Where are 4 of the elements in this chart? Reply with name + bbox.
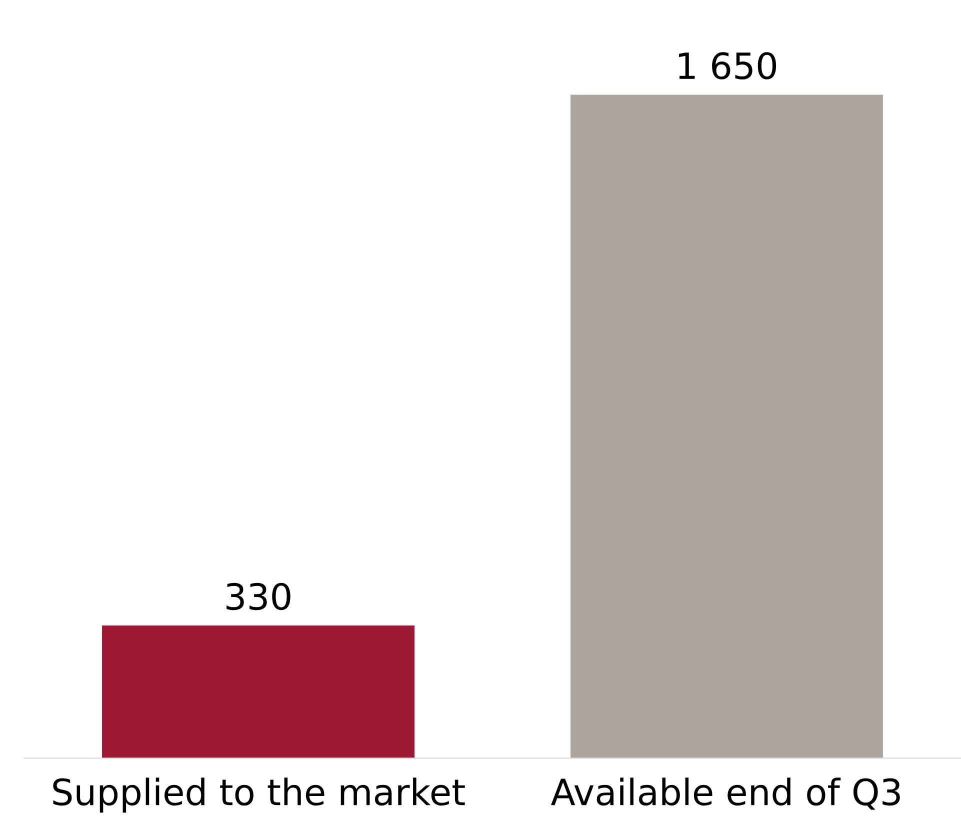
x-tick-label: Supplied to the market [53, 778, 465, 813]
x-tick-label: Available end of Q3 [550, 778, 900, 810]
data-label: 330 [226, 582, 290, 610]
data-label: 1 650 [679, 52, 776, 80]
